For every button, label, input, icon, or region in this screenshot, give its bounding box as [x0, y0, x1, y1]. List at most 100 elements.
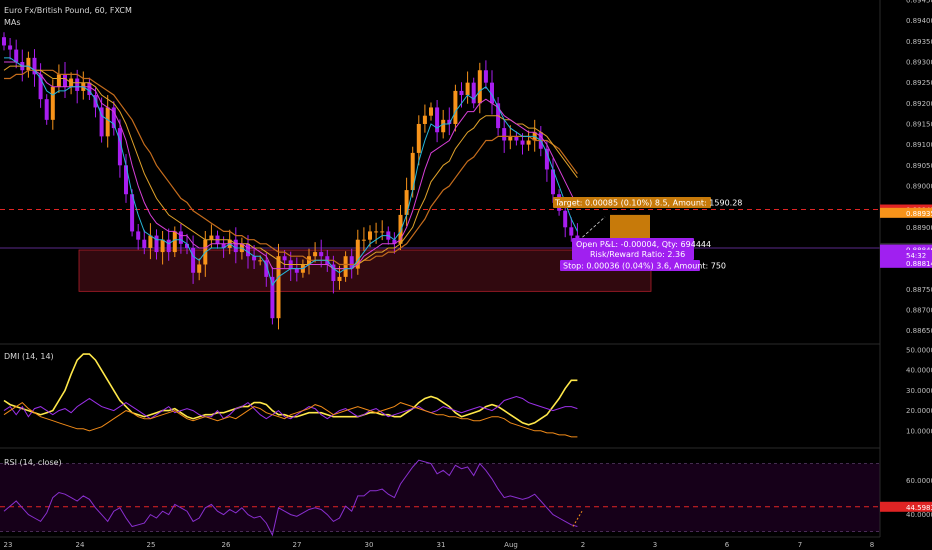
pnl-label-box [572, 238, 694, 260]
rsi-level-box [880, 501, 932, 512]
dmi-tick-label: 20.0000 [906, 407, 932, 415]
candles [2, 32, 580, 330]
time-tick-label: 2 [581, 541, 585, 549]
dmi-series-line [3, 395, 578, 420]
candle-body [447, 119, 452, 124]
time-tick-label: 23 [4, 541, 13, 549]
candle-body [26, 57, 31, 71]
candle-body [319, 252, 324, 257]
dmi-tick-label: 10.0000 [906, 427, 932, 435]
indicator-title: MAs [4, 18, 21, 27]
dmi-title: DMI (14, 14) [4, 352, 54, 361]
time-tick-label: 25 [147, 541, 156, 549]
time-axis: 23 24 25 26 27 30 31 Aug 2 3 6 7 8 [4, 541, 875, 549]
candle-body [569, 227, 574, 236]
rsi-title: RSI (14, close) [4, 458, 62, 467]
grid-lines [0, 343, 932, 538]
candle-body [374, 231, 379, 233]
candle-body [142, 239, 147, 248]
candle-body [75, 78, 80, 91]
candle-body [441, 119, 446, 133]
position-tool[interactable]: Target: 0.00085 (0.10%) 8.5, Amount: 159… [553, 197, 742, 271]
candle-body [453, 90, 458, 124]
candle-body [130, 194, 135, 232]
dmi-tick-label: 50.0000 [906, 347, 932, 355]
candle-body [337, 276, 342, 282]
candle-body [331, 264, 336, 282]
time-tick-label: 7 [798, 541, 802, 549]
candle-body [483, 70, 488, 83]
ma-slower-line [4, 69, 578, 266]
candle-body [209, 235, 214, 240]
time-tick-label: 3 [653, 541, 657, 549]
dmi-series-line [3, 401, 578, 438]
candle-body [459, 90, 464, 96]
candle-body [270, 276, 275, 319]
candle-body [471, 82, 476, 104]
time-tick-label: Aug [504, 541, 518, 549]
candle-body [551, 169, 555, 195]
candle-body [563, 210, 568, 228]
candle-body [233, 239, 238, 253]
rsi-tick-label: 40.0000 [906, 511, 932, 519]
pnl-label-1: Open P&L: -0.00004, Qty: 694444 [576, 240, 711, 249]
dmi-pane [3, 353, 578, 438]
rsi-series-line [3, 459, 578, 537]
price-label-box [880, 244, 932, 255]
candle-body [544, 148, 549, 170]
candle-body [93, 95, 98, 108]
candle-body [185, 243, 189, 248]
price-label-box [880, 207, 932, 218]
candle-body [8, 45, 13, 50]
ma-fast-line [4, 57, 578, 287]
axis-background [880, 0, 932, 550]
candle-body [105, 107, 110, 137]
ma-slow-line [3, 65, 578, 270]
candle-body [398, 214, 403, 244]
candle-body [258, 260, 263, 262]
candle-body [136, 231, 141, 240]
candle-body [435, 107, 440, 133]
candle-body [111, 107, 116, 129]
candle-body [349, 256, 354, 269]
candle-body [368, 231, 372, 240]
candle-body [148, 235, 153, 248]
time-tick-label: 30 [365, 541, 374, 549]
candle-body [178, 231, 183, 244]
price-label-box [880, 257, 932, 268]
price-label-box [880, 249, 932, 260]
candle-body [392, 239, 397, 244]
price-label-text: 54:32 [906, 252, 926, 260]
candle-body [166, 239, 171, 253]
candle-body [276, 256, 281, 319]
symbol-title: Euro Fx/British Pound, 60, FXCM [4, 6, 132, 15]
moving-averages [3, 57, 578, 287]
candle-body [526, 140, 531, 145]
candle-body [508, 136, 513, 141]
time-tick-label: 24 [76, 541, 85, 549]
candle-body [246, 243, 250, 257]
candle-body [429, 107, 433, 116]
candle-body [221, 243, 226, 248]
candle-body [410, 152, 415, 191]
candle-body [490, 82, 494, 104]
rsi-band [0, 463, 880, 532]
candle-body [313, 252, 318, 257]
candle-body [14, 49, 19, 62]
candle-body [160, 239, 165, 253]
dmi-series-line [3, 353, 578, 426]
candle-body [197, 264, 202, 273]
candle-body [44, 99, 49, 120]
time-tick-label: 8 [870, 541, 874, 549]
